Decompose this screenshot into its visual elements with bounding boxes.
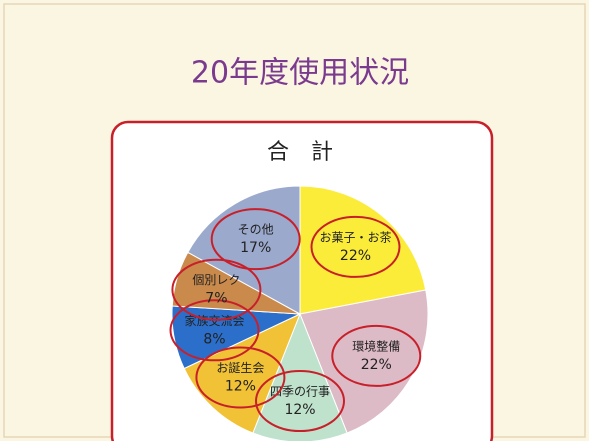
- slice-label: 四季の行事: [270, 385, 330, 399]
- pie-slice: [299, 185, 427, 315]
- slice-value-label: 8%: [203, 331, 225, 347]
- slice-value-label: 12%: [225, 378, 256, 394]
- chart-title: 20年度使用状況: [191, 56, 409, 91]
- slice-label: その他: [238, 223, 274, 237]
- pie-slice: [299, 289, 429, 434]
- pie-slice: [183, 313, 301, 434]
- slice-value-label: 22%: [361, 357, 392, 373]
- highlight-circle: [210, 208, 301, 271]
- highlight-circle: [169, 299, 260, 362]
- highlight-circle: [195, 346, 286, 409]
- slice-value-label: 17%: [240, 240, 271, 256]
- pie-slice: [252, 312, 348, 441]
- pie-slice: [187, 185, 301, 315]
- chart-subtitle: 合 計: [267, 140, 333, 165]
- highlight-circle: [331, 324, 422, 387]
- slice-label: お菓子・お茶: [319, 229, 391, 244]
- slice-label: お誕生会: [216, 361, 264, 375]
- slice-value-label: 22%: [340, 248, 371, 264]
- slice-label: 個別レク: [192, 273, 240, 287]
- slice-value-label: 7%: [205, 291, 227, 307]
- pie: お菓子・お茶22%環境整備22%四季の行事12%お誕生会12%家族交流会8%個別…: [169, 185, 429, 441]
- highlight-circle: [171, 258, 262, 321]
- slice-label: 環境整備: [352, 338, 400, 353]
- slice-value-label: 12%: [284, 402, 315, 418]
- highlight-circle: [310, 215, 401, 278]
- highlight-circle: [255, 370, 345, 433]
